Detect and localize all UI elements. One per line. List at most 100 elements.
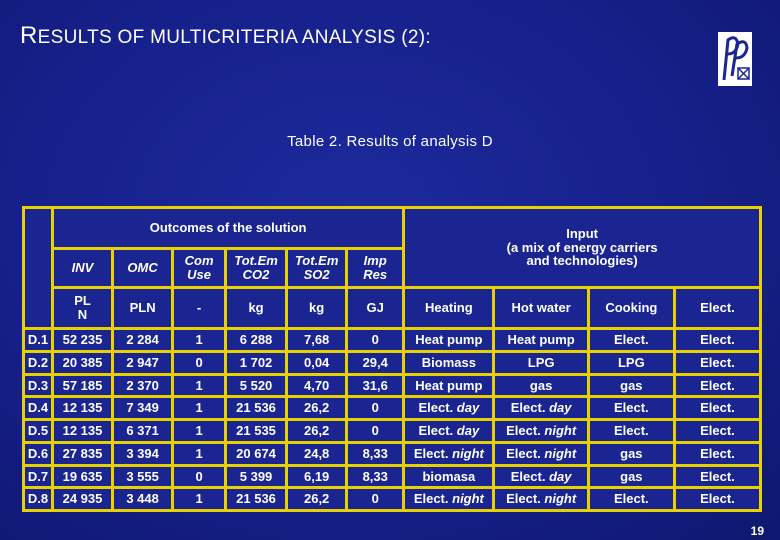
cell-inv: 52 235 bbox=[53, 330, 112, 350]
criteria-tot-em-co2: Tot.Em CO2 bbox=[226, 250, 286, 286]
row-label: D.3 bbox=[25, 375, 51, 396]
cell-hot-water: gas bbox=[495, 375, 587, 396]
cell-heating: Elect. day bbox=[405, 398, 493, 418]
cell-elect: Elect. bbox=[675, 398, 759, 418]
institution-logo bbox=[718, 32, 752, 86]
table-row: D.8 24 935 3 448 1 21 536 26,2 0 Elect. … bbox=[25, 489, 759, 509]
table-row: D.4 12 135 7 349 1 21 536 26,2 0 Elect. … bbox=[25, 398, 759, 418]
cell-inv: 12 135 bbox=[53, 421, 112, 441]
cell-imp-res: 0 bbox=[348, 489, 403, 509]
cell-so2: 7,68 bbox=[288, 330, 346, 350]
cell-com-use: 0 bbox=[174, 352, 224, 373]
cell-so2: 26,2 bbox=[288, 398, 346, 418]
cell-imp-res: 8,33 bbox=[348, 466, 403, 487]
cell-so2: 24,8 bbox=[288, 443, 346, 464]
unit-so2: kg bbox=[288, 289, 346, 327]
cell-heating: Biomass bbox=[405, 352, 493, 373]
corner-cell bbox=[25, 209, 51, 327]
cell-imp-res: 29,4 bbox=[348, 352, 403, 373]
cell-inv: 24 935 bbox=[53, 489, 112, 509]
cell-cooking: gas bbox=[589, 466, 673, 487]
cell-com-use: 1 bbox=[174, 398, 224, 418]
cell-so2: 26,2 bbox=[288, 489, 346, 509]
table-row: D.6 27 835 3 394 1 20 674 24,8 8,33 Elec… bbox=[25, 443, 759, 464]
cell-omc: 7 349 bbox=[114, 398, 172, 418]
input-col-elect: Elect. bbox=[675, 289, 759, 327]
cell-co2: 5 520 bbox=[226, 375, 286, 396]
row-label: D.8 bbox=[25, 489, 51, 509]
table-row: D.5 12 135 6 371 1 21 535 26,2 0 Elect. … bbox=[25, 421, 759, 441]
cell-heating: Elect. night bbox=[405, 489, 493, 509]
cell-so2: 0,04 bbox=[288, 352, 346, 373]
cell-cooking: Elect. bbox=[589, 330, 673, 350]
cell-inv: 12 135 bbox=[53, 398, 112, 418]
cell-hot-water: Elect. night bbox=[495, 489, 587, 509]
cell-hot-water: LPG bbox=[495, 352, 587, 373]
cell-com-use: 0 bbox=[174, 466, 224, 487]
cell-imp-res: 8,33 bbox=[348, 443, 403, 464]
input-col-hot-water: Hot water bbox=[495, 289, 587, 327]
cell-omc: 6 371 bbox=[114, 421, 172, 441]
cell-imp-res: 0 bbox=[348, 421, 403, 441]
input-header-line2: (a mix of energy carriers bbox=[506, 239, 658, 255]
cell-inv: 20 385 bbox=[53, 352, 112, 373]
table-row: D.3 57 185 2 370 1 5 520 4,70 31,6 Heat … bbox=[25, 375, 759, 396]
cell-cooking: LPG bbox=[589, 352, 673, 373]
table-caption: Table 2. Results of analysis D bbox=[287, 133, 493, 150]
cell-omc: 3 555 bbox=[114, 466, 172, 487]
row-label: D.1 bbox=[25, 330, 51, 350]
cell-so2: 4,70 bbox=[288, 375, 346, 396]
cell-co2: 1 702 bbox=[226, 352, 286, 373]
results-table: Outcomes of the solution Input (a mix of… bbox=[22, 206, 762, 512]
cell-cooking: gas bbox=[589, 443, 673, 464]
cell-heating: Elect. night bbox=[405, 443, 493, 464]
criteria-tot-em-so2: Tot.Em SO2 bbox=[288, 250, 346, 286]
cell-com-use: 1 bbox=[174, 489, 224, 509]
unit-co2: kg bbox=[226, 289, 286, 327]
row-label: D.7 bbox=[25, 466, 51, 487]
cell-imp-res: 0 bbox=[348, 398, 403, 418]
title-rest: ESULTS OF MULTICRITERIA ANALYSIS (2): bbox=[37, 27, 431, 48]
cell-inv: 57 185 bbox=[53, 375, 112, 396]
criteria-com-use: Com Use bbox=[174, 250, 224, 286]
input-col-cooking: Cooking bbox=[589, 289, 673, 327]
cell-cooking: Elect. bbox=[589, 421, 673, 441]
criteria-omc: OMC bbox=[114, 250, 172, 286]
cell-cooking: Elect. bbox=[589, 489, 673, 509]
cell-omc: 2 947 bbox=[114, 352, 172, 373]
cell-elect: Elect. bbox=[675, 375, 759, 396]
cell-co2: 6 288 bbox=[226, 330, 286, 350]
cell-co2: 21 536 bbox=[226, 398, 286, 418]
criteria-inv: INV bbox=[53, 250, 112, 286]
table-row: D.2 20 385 2 947 0 1 702 0,04 29,4 Bioma… bbox=[25, 352, 759, 373]
cell-imp-res: 0 bbox=[348, 330, 403, 350]
input-header: Input (a mix of energy carriers and tech… bbox=[405, 209, 759, 286]
cell-inv: 27 835 bbox=[53, 443, 112, 464]
cell-hot-water: Heat pump bbox=[495, 330, 587, 350]
cell-elect: Elect. bbox=[675, 330, 759, 350]
page-number: 19 bbox=[750, 524, 764, 538]
cell-hot-water: Elect. night bbox=[495, 421, 587, 441]
row-label: D.4 bbox=[25, 398, 51, 418]
cell-omc: 3 394 bbox=[114, 443, 172, 464]
cell-elect: Elect. bbox=[675, 421, 759, 441]
input-col-heating: Heating bbox=[405, 289, 493, 327]
table-row: D.1 52 235 2 284 1 6 288 7,68 0 Heat pum… bbox=[25, 330, 759, 350]
cell-heating: Elect. day bbox=[405, 421, 493, 441]
cell-imp-res: 31,6 bbox=[348, 375, 403, 396]
cell-elect: Elect. bbox=[675, 443, 759, 464]
criteria-imp-res: Imp Res bbox=[348, 250, 403, 286]
cell-co2: 5 399 bbox=[226, 466, 286, 487]
input-header-line1: Input bbox=[566, 226, 598, 242]
cell-elect: Elect. bbox=[675, 466, 759, 487]
cell-co2: 21 536 bbox=[226, 489, 286, 509]
cell-cooking: Elect. bbox=[589, 398, 673, 418]
input-header-line3: and technologies) bbox=[526, 253, 638, 269]
slide-title: RESULTS OF MULTICRITERIA ANALYSIS (2): bbox=[20, 22, 431, 50]
title-initial: R bbox=[20, 22, 38, 49]
logo-mark-icon bbox=[722, 36, 750, 81]
cell-omc: 2 370 bbox=[114, 375, 172, 396]
cell-com-use: 1 bbox=[174, 421, 224, 441]
cell-so2: 26,2 bbox=[288, 421, 346, 441]
cell-com-use: 1 bbox=[174, 330, 224, 350]
